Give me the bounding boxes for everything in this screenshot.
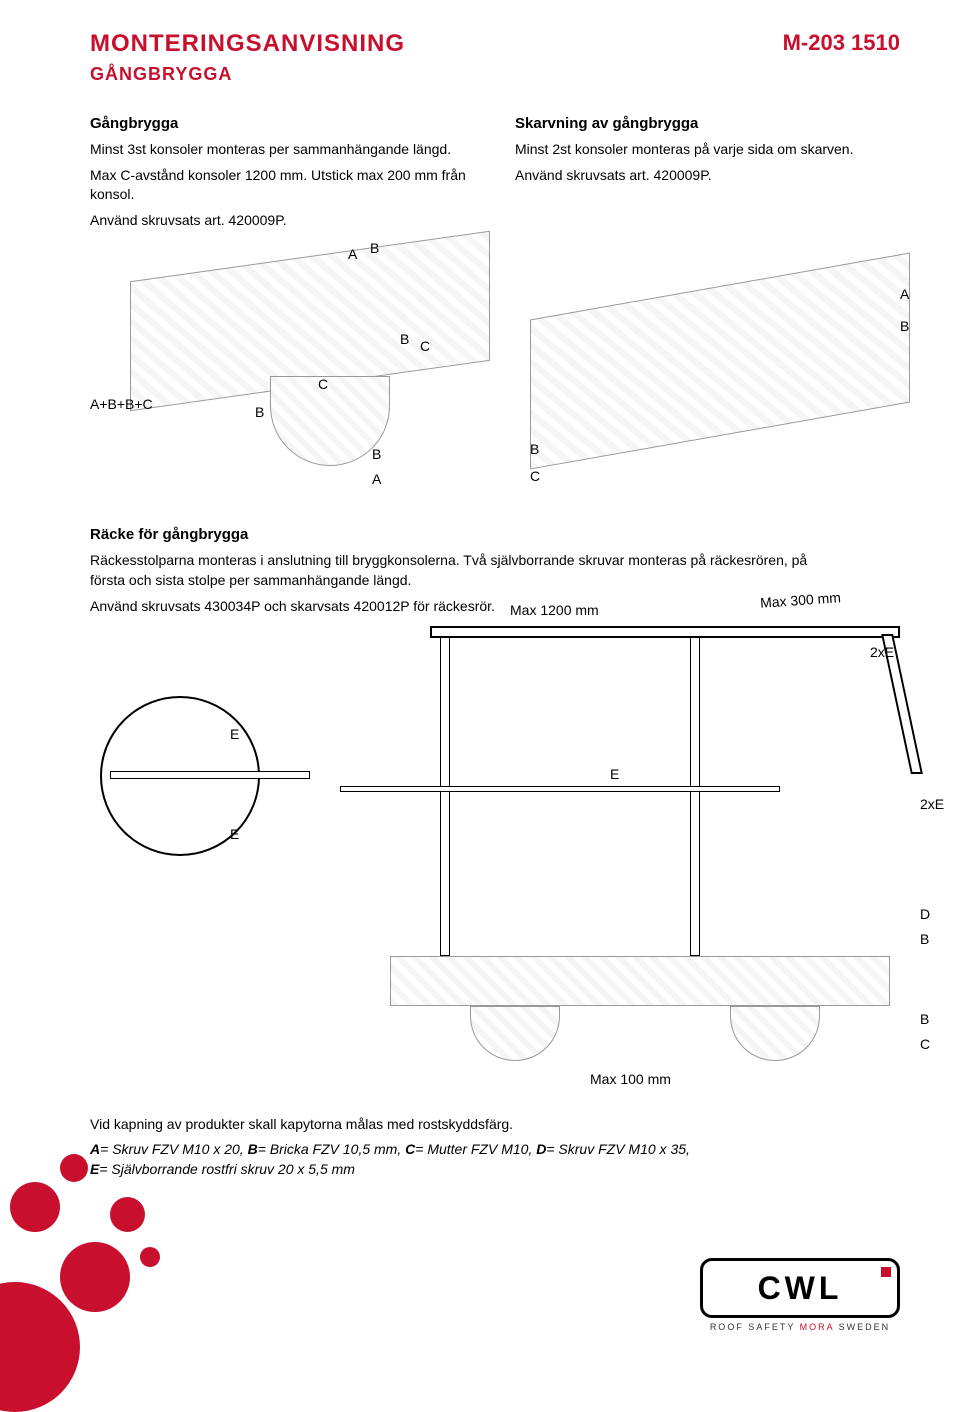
diag-label-b-r2: B [530,441,539,457]
section1-p2: Max C-avstånd konsoler 1200 mm. Utstick … [90,166,475,205]
diag-label-c-lower: C [318,376,328,392]
bracket-2 [730,1006,820,1061]
dim-c: C [920,1036,930,1052]
section2-heading: Skarvning av gångbrygga [515,115,900,132]
decorative-dots [0,1142,180,1362]
bracket-1 [470,1006,560,1061]
legend-b: = Bricka FZV 10,5 mm, [258,1141,405,1157]
dim-2xe-top: 2xE [870,644,894,660]
doc-code: M-203 1510 [783,30,900,56]
rail-top [430,626,900,638]
diag-label-a: A [348,246,357,262]
legend-d: = Skruv FZV M10 x 35, [546,1141,690,1157]
diagram-row-1: A B B C A+B+B+C C B B A A B B C [90,246,900,506]
diagram-walkway-right [530,253,910,470]
page-title: MONTERINGSANVISNING [90,30,405,58]
legend-d-key: D [536,1141,546,1157]
diag-label-b-top: B [370,240,379,256]
dim-2xe-right: 2xE [920,796,944,812]
diag-label-b-lower: B [255,404,264,420]
section1-heading: Gångbrygga [90,115,475,132]
detail-rod [110,771,310,779]
dim-d: D [920,906,930,922]
legend: A= Skruv FZV M10 x 20, B= Bricka FZV 10,… [90,1140,900,1179]
logo-tag-right: SWEDEN [834,1322,890,1332]
section1-p3: Använd skruvsats art. 420009P. [90,211,475,231]
diag-label-b-r: B [900,318,909,334]
section3-p1: Räckesstolparna monteras i anslutning ti… [90,551,810,590]
walkway-base [390,956,890,1006]
dim-e-mid: E [610,766,619,782]
diag-label-c-mid: C [420,338,430,354]
diag-label-abbc: A+B+B+C [90,396,153,412]
diag-label-c-r2: C [530,468,540,484]
diag-label-a-r: A [900,286,909,302]
section1-p1: Minst 3st konsoler monteras per sammanhä… [90,140,475,160]
logo-tag-left: ROOF SAFETY [710,1322,800,1332]
logo-area: CWL ROOF SAFETY MORA SWEDEN [700,1258,900,1332]
rail-mid-rod [340,786,780,792]
diagram-railing: E E Max 1200 mm Max 300 mm 2xE E 2xE D B [90,626,900,1106]
section2-p1: Minst 2st konsoler monteras på varje sid… [515,140,900,160]
logo-box: CWL [700,1258,900,1318]
diag-label-e1: E [230,726,239,742]
page-subtitle: GÅNGBRYGGA [90,64,405,85]
diag-label-b-bottom: B [372,446,381,462]
diag-label-b-mid: B [400,331,409,347]
legend-c: = Mutter FZV M10, [415,1141,536,1157]
legend-b-key: B [248,1141,258,1157]
legend-c-key: C [405,1141,415,1157]
dim-max1200: Max 1200 mm [510,602,599,618]
dim-b-lower: B [920,1011,929,1027]
logo-text: CWL [758,1270,843,1307]
section3-heading: Räcke för gångbrygga [90,526,900,543]
section2-p2: Använd skruvsats art. 420009P. [515,166,900,186]
diag-label-a-bottom: A [372,471,381,487]
logo-tagline: ROOF SAFETY MORA SWEDEN [700,1322,900,1332]
logo-tag-accent: MORA [800,1322,835,1332]
diag-label-e2: E [230,826,239,842]
dim-b-upper: B [920,931,929,947]
dim-max100: Max 100 mm [590,1071,671,1087]
paint-note: Vid kapning av produkter skall kapytorna… [90,1116,900,1132]
